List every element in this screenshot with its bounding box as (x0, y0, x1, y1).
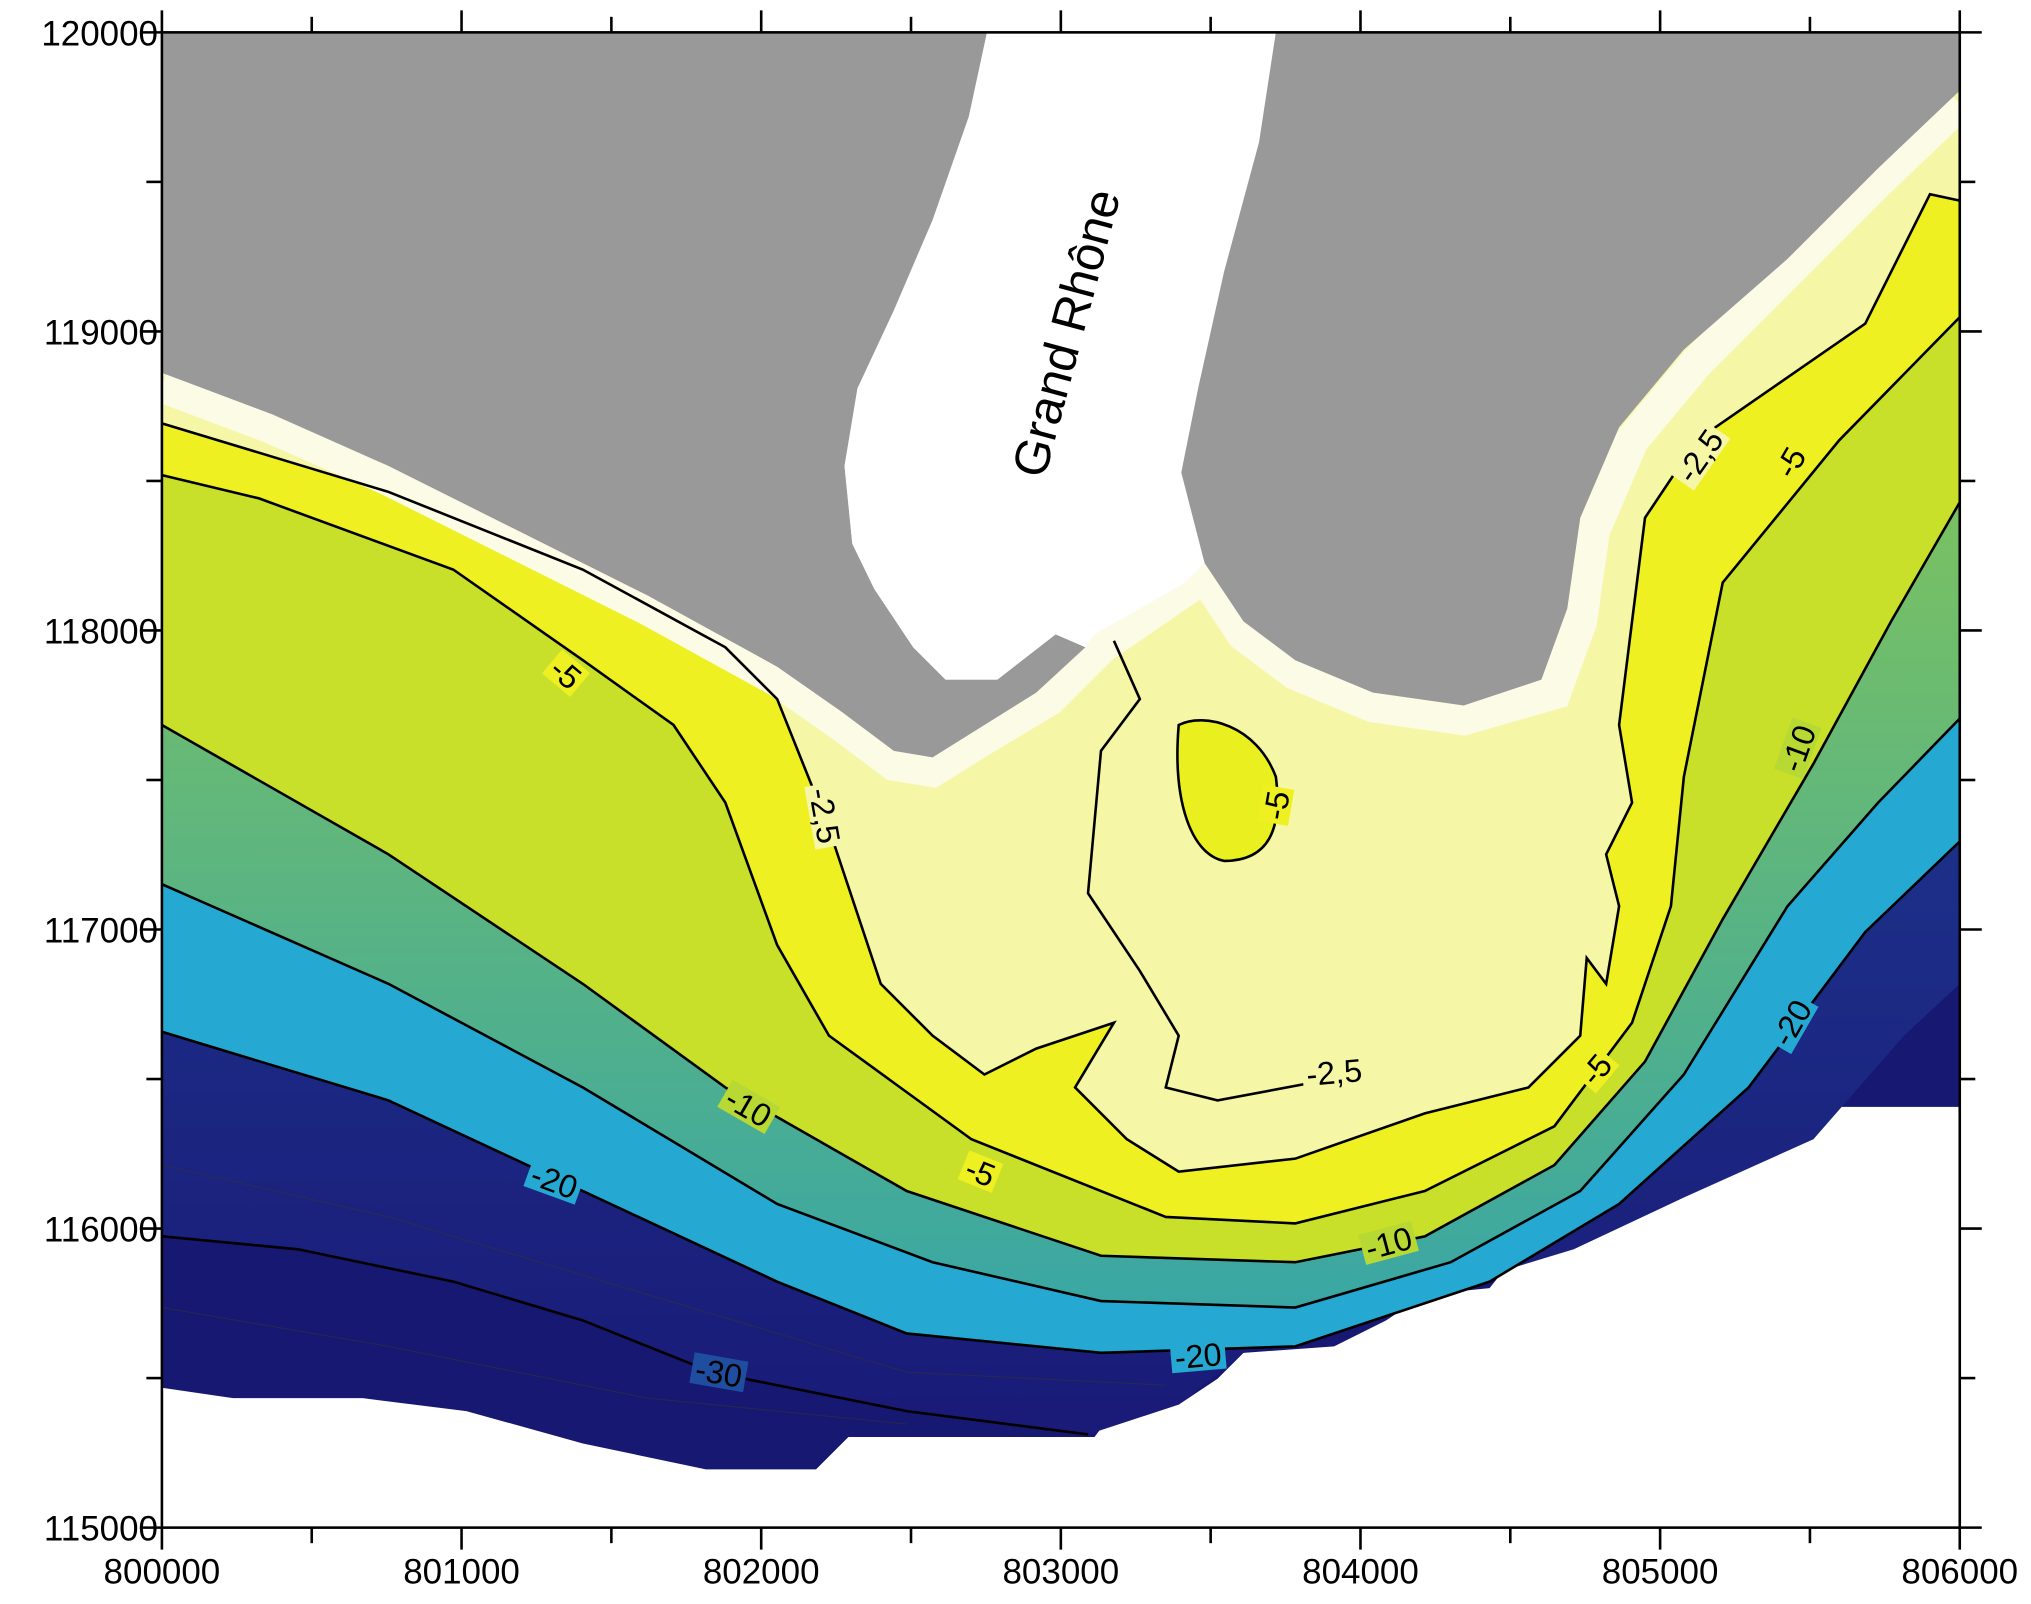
contour-label-background (804, 781, 846, 850)
contour-line-minor (161, 1164, 1166, 1386)
contour-line (161, 192, 1960, 1173)
contour-label-background (717, 1079, 781, 1134)
contour-line (161, 316, 1960, 1225)
x-tick-label: 801000 (403, 1552, 520, 1591)
contour-label-background (1257, 784, 1295, 826)
contour-line (1086, 640, 1322, 1102)
contour-label: -2,5 (1305, 1052, 1364, 1093)
contour-line (161, 501, 1960, 1264)
x-tick-label: 800000 (104, 1552, 221, 1591)
contour-label: -5 (1256, 788, 1296, 823)
contour-label-background (689, 1352, 749, 1393)
contour-label: -20 (1173, 1336, 1223, 1376)
y-tick-label: 118000 (44, 612, 158, 651)
contour-label-background (957, 1150, 1004, 1193)
contour-label-group: -30 (689, 1351, 749, 1395)
contour-label: -30 (693, 1351, 745, 1395)
y-tick-label: 117000 (44, 911, 158, 950)
contour-line (161, 1235, 1089, 1436)
river (844, 32, 1276, 680)
x-tick-label: 803000 (1002, 1552, 1119, 1591)
contour-label-background (1301, 1053, 1368, 1091)
contour-label-background (1773, 717, 1822, 780)
contour-label-background (523, 1156, 586, 1205)
contour-label-background (1764, 991, 1819, 1055)
contour-label-background (1572, 1045, 1620, 1094)
contour-line (161, 717, 1960, 1309)
contour-label-group: -5 (1256, 784, 1297, 826)
contour-label-background (1668, 420, 1731, 491)
shore-band (161, 91, 1960, 788)
x-tick-label: 804000 (1302, 1552, 1419, 1591)
contour-line-minor (161, 1307, 907, 1425)
y-tick-label: 120000 (41, 14, 158, 53)
contour-label-background (1169, 1337, 1227, 1374)
land (161, 32, 1086, 758)
y-tick-label: 116000 (44, 1211, 158, 1250)
y-tick-label: 115000 (44, 1510, 158, 1549)
contour-label-background (542, 649, 591, 697)
depth-pocket (1177, 720, 1278, 861)
contour-label-group: -20 (1169, 1336, 1227, 1376)
y-tick-label: 119000 (44, 313, 158, 352)
map-surface (161, 32, 1960, 1470)
contour-label-background (1358, 1220, 1419, 1265)
x-tick-label: 806000 (1901, 1552, 2018, 1591)
contour-line (1176, 719, 1279, 863)
contour-label-group: -2,5 (1301, 1052, 1368, 1093)
land (1181, 32, 1960, 706)
x-tick-label: 802000 (703, 1552, 820, 1591)
contour-label-background (1767, 438, 1813, 486)
x-tick-label: 805000 (1602, 1552, 1719, 1591)
